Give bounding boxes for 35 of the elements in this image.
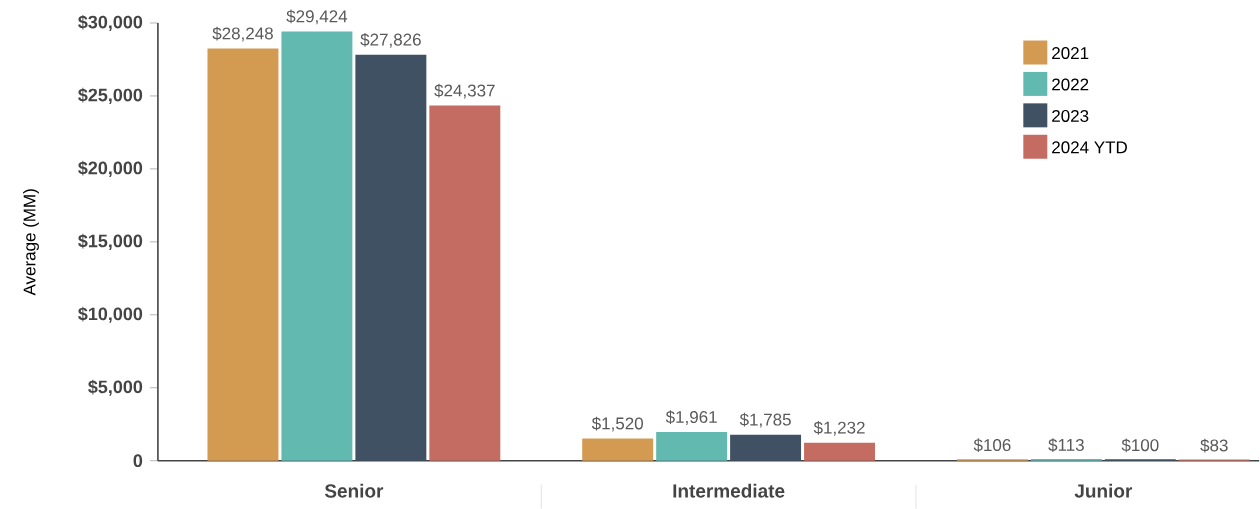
y-tick-label: $10,000 xyxy=(78,306,143,323)
bar xyxy=(429,105,501,461)
y-tick-label: $25,000 xyxy=(78,87,143,105)
bar xyxy=(730,434,802,461)
data-label: $29,424 xyxy=(286,9,348,25)
x-tick-label: Intermediate xyxy=(673,483,785,498)
bar xyxy=(656,432,728,461)
data-label: $27,826 xyxy=(360,32,421,48)
x-tick-label: Senior xyxy=(324,483,384,498)
data-label: $28,248 xyxy=(212,26,273,42)
y-tick-label: $5,000 xyxy=(88,379,143,396)
data-label: $83 xyxy=(1200,438,1228,453)
data-label: $113 xyxy=(1048,438,1084,453)
y-tick-label: $20,000 xyxy=(78,160,143,178)
data-label: $24,337 xyxy=(434,83,495,99)
data-label: $106 xyxy=(973,438,1011,453)
bar xyxy=(804,442,876,461)
bar xyxy=(281,31,353,461)
bar xyxy=(355,54,427,461)
legend-label: 2022 xyxy=(1052,78,1089,91)
x-tick-label: Junior xyxy=(1074,483,1133,498)
data-label: $1,520 xyxy=(591,416,643,432)
legend-label: 2021 xyxy=(1052,47,1089,60)
bar xyxy=(582,438,654,461)
y-axis-title: Average (MM) xyxy=(23,189,39,296)
y-tick-label: $30,000 xyxy=(78,14,143,32)
data-label: $100 xyxy=(1121,438,1159,453)
legend-label: 2023 xyxy=(1052,109,1089,122)
bar xyxy=(207,48,279,461)
data-label: $1,961 xyxy=(665,410,717,426)
data-label: $1,785 xyxy=(739,412,791,428)
y-tick-label: $15,000 xyxy=(78,233,143,250)
legend-label: 2024 YTD xyxy=(1052,141,1127,154)
y-tick-label: 0 xyxy=(133,454,143,468)
data-label: $1,232 xyxy=(813,420,865,436)
